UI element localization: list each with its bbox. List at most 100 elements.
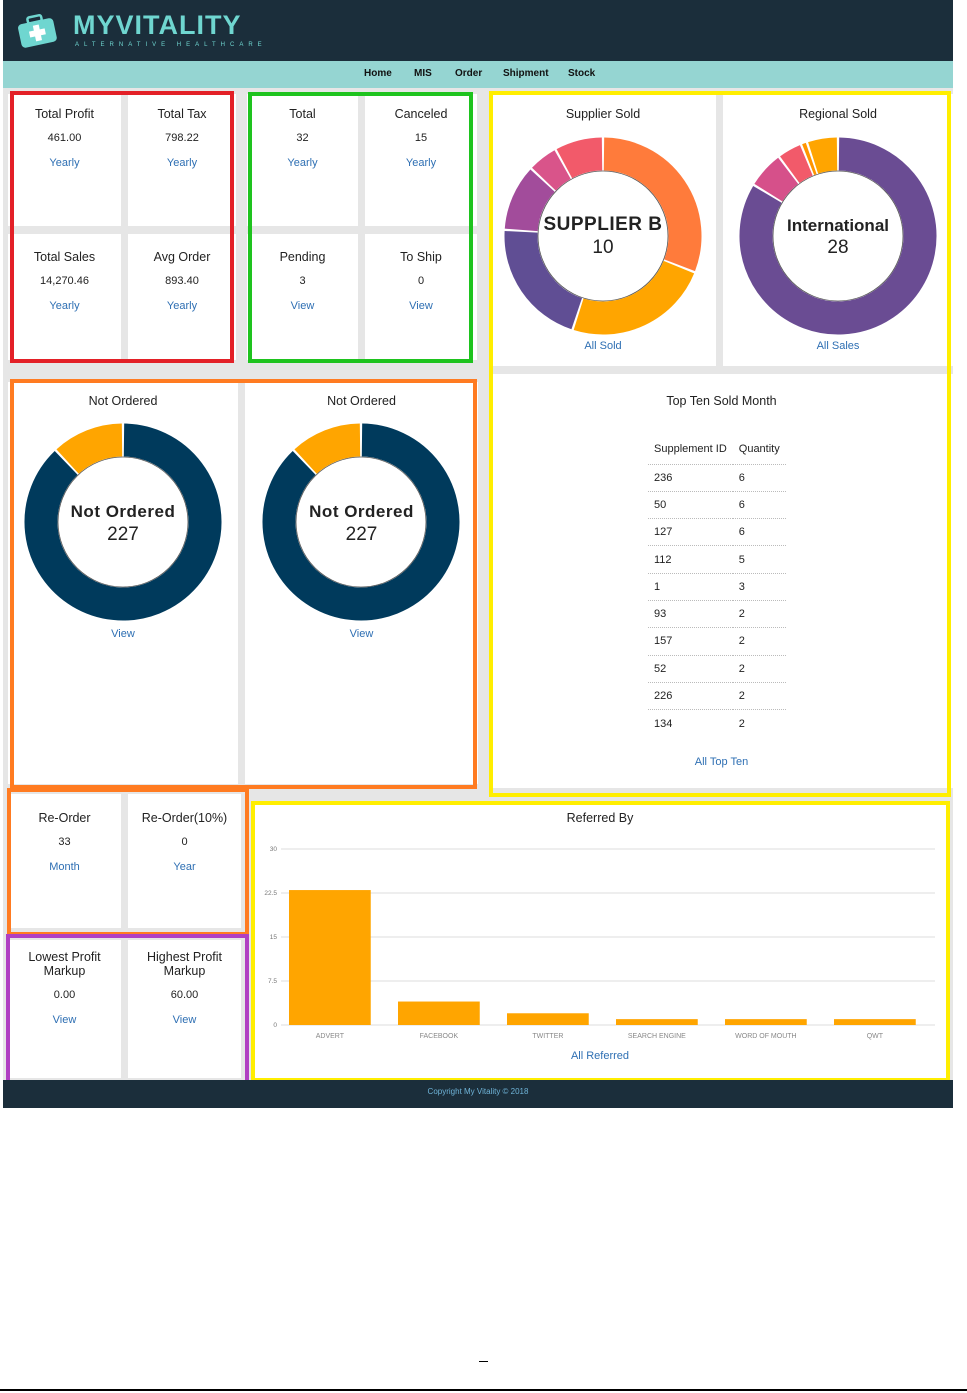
view-link[interactable]: View [409, 300, 433, 312]
brand-name[interactable]: MYVITALITY [73, 10, 242, 40]
chart-title: Referred By [566, 811, 634, 825]
view-link[interactable]: View [349, 628, 374, 640]
donut-slice-0[interactable] [603, 137, 702, 272]
donut-slice-3[interactable] [802, 142, 817, 176]
yearly-link[interactable]: Yearly [166, 157, 198, 169]
nav-stock[interactable]: Stock [568, 68, 596, 79]
not-ordered-card-2: Not Ordered Not Ordered 227 View [245, 382, 478, 784]
yearly-link[interactable]: Yearly [287, 157, 318, 169]
donut-slice-2[interactable] [504, 231, 583, 330]
all-top-ten-link[interactable]: All Top Ten [694, 756, 749, 768]
table-cell: 50 [648, 490, 733, 519]
card-title: Not Ordered [327, 394, 396, 408]
donut-segments [24, 423, 222, 621]
y-tick-label: 7.5 [268, 978, 277, 985]
nav-home[interactable]: Home [364, 68, 392, 79]
table-row: 52 2 [648, 654, 786, 683]
yearly-link[interactable]: Yearly [166, 300, 198, 312]
page-divider [0, 1389, 967, 1391]
table-cell: 2 [732, 627, 786, 656]
table-cell: 93 [648, 599, 733, 628]
donut-center-value: 28 [827, 237, 849, 258]
table-cell: 157 [648, 627, 733, 656]
total-tax-card: Total Tax 798.22 Yearly [128, 94, 236, 226]
supplier-sold-card: Supplier Sold SUPPLIER B 10 All Sold [490, 94, 716, 366]
column-header: Supplement ID [654, 442, 727, 455]
donut-slice-1[interactable] [294, 423, 361, 475]
card-title: Supplier Sold [565, 107, 641, 121]
donut-slice-4[interactable] [808, 137, 838, 174]
not-ordered-donut-2[interactable] [261, 422, 461, 622]
card-title: Total Sales [33, 250, 96, 264]
table-row: 93 2 [648, 599, 786, 628]
view-link[interactable]: View [172, 1014, 197, 1026]
donut-slice-3[interactable] [504, 169, 556, 232]
table-cell: 127 [648, 518, 733, 546]
donut-center-value: 10 [592, 237, 614, 258]
nav-shipment[interactable]: Shipment [503, 68, 549, 79]
total-sales-card: Total Sales 14,270.46 Yearly [8, 234, 121, 360]
donut-slice-1[interactable] [754, 157, 799, 202]
card-title: Markup [43, 964, 86, 978]
yearly-link[interactable]: Yearly [405, 157, 437, 169]
column-header: Quantity [738, 442, 780, 455]
donut-slice-4[interactable] [532, 150, 572, 192]
bar-search-engine[interactable] [616, 1019, 698, 1025]
top-ten-table: Supplement ID Quantity 236 6 50 6 127 6 112… [648, 434, 786, 737]
all-referred-link[interactable]: All Referred [570, 1050, 630, 1062]
view-link[interactable]: View [52, 1014, 77, 1026]
all-sales-link[interactable]: All Sales [816, 340, 860, 352]
table-cell: 226 [648, 681, 733, 710]
nav-bar: Home MIS Order Shipment Stock [3, 61, 953, 88]
card-title: Canceled [394, 107, 448, 121]
table-cell: 6 [732, 463, 786, 492]
year-link[interactable]: Year [173, 861, 196, 873]
card-title: Not Ordered [88, 394, 158, 408]
view-link[interactable]: View [111, 628, 135, 640]
donut-slice-0[interactable] [262, 423, 460, 621]
bar-qwt[interactable] [834, 1019, 916, 1025]
not-ordered-donut-1[interactable] [23, 422, 223, 622]
bar-advert[interactable] [289, 890, 371, 1025]
donut-slice-5[interactable] [556, 137, 603, 179]
pending-orders-card: Pending 3 View [247, 234, 358, 360]
card-title: Top Ten Sold Month [666, 394, 777, 408]
donut-slice-2[interactable] [780, 145, 814, 184]
table-cell: 134 [648, 709, 733, 737]
donut-slice-1[interactable] [573, 260, 695, 335]
donut-slice-0[interactable] [24, 423, 222, 621]
table-row: 127 6 [648, 518, 786, 546]
yearly-link[interactable]: Yearly [49, 157, 80, 169]
card-title: Total [289, 107, 316, 121]
x-tick-label: ADVERT [316, 1033, 345, 1040]
nav-mis[interactable]: MIS [414, 68, 432, 79]
all-sold-link[interactable]: All Sold [584, 340, 622, 352]
view-link[interactable]: View [290, 300, 315, 312]
referred-by-chart[interactable]: 0 7.5 15 22.5 30 ADVERT FACEBOOK TWITTER SEARCH … [253, 833, 947, 1043]
medical-kit-icon [18, 14, 57, 48]
table-cell: 2 [732, 654, 786, 683]
x-tick-label: TWITTER [532, 1033, 563, 1040]
card-title: Total Tax [157, 107, 207, 121]
table-cell: 6 [732, 518, 786, 546]
card-value: 461.00 [47, 132, 82, 144]
top-ten-card: Top Ten Sold Month Supplement ID Quantit… [490, 374, 953, 788]
table-row: 112 5 [648, 545, 786, 574]
bar-word-of-mouth[interactable] [725, 1019, 807, 1025]
month-link[interactable]: Month [49, 861, 80, 873]
nav-order[interactable]: Order [455, 68, 483, 79]
bar-twitter[interactable] [507, 1013, 589, 1025]
table-cell: 6 [732, 490, 786, 519]
table-cell: 1 [648, 572, 733, 601]
header-bar: MYVITALITY ALTERNATIVE HEALTHCARE [3, 0, 953, 61]
bar-facebook[interactable] [398, 1001, 480, 1025]
donut-slice-1[interactable] [56, 423, 123, 475]
donut-center-value: 227 [345, 524, 378, 545]
table-row: 236 6 [648, 463, 786, 492]
table-cell: 2 [732, 709, 786, 737]
table-row: 226 2 [648, 681, 786, 710]
regional-sold-donut[interactable] [738, 136, 938, 336]
yearly-link[interactable]: Yearly [49, 300, 80, 312]
donut-slice-0[interactable] [739, 137, 937, 335]
supplier-sold-donut[interactable] [503, 136, 703, 336]
